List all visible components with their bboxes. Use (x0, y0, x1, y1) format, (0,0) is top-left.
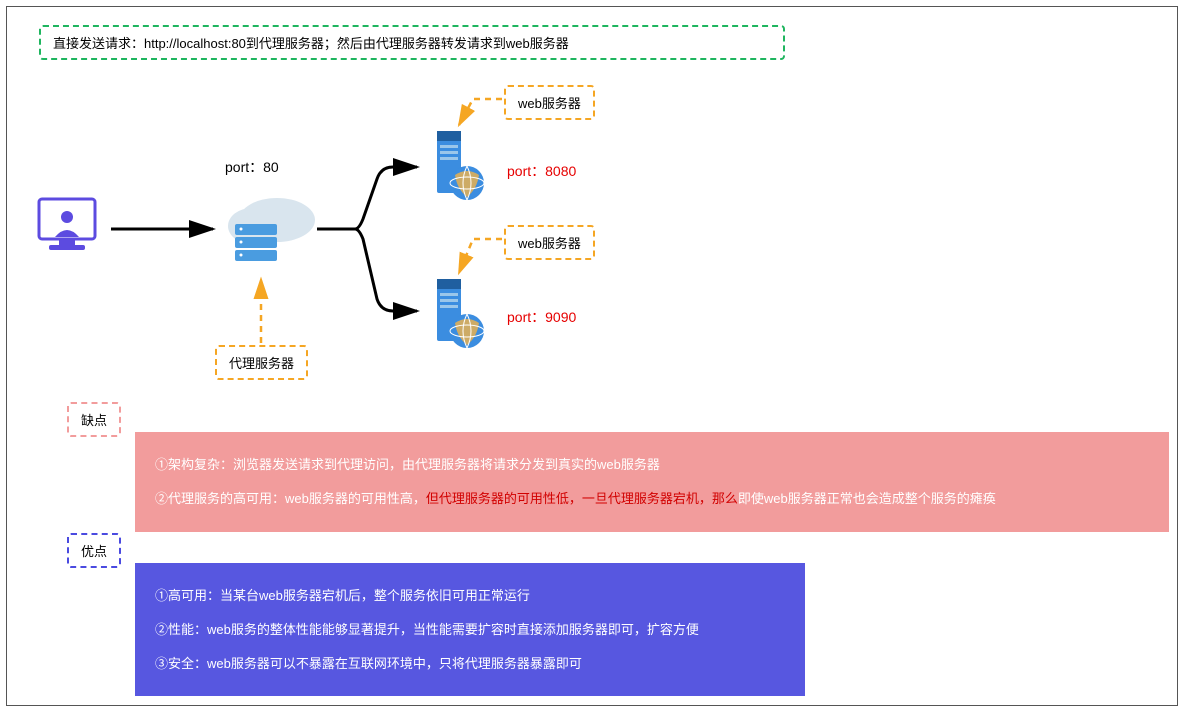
arrows-layer (7, 7, 707, 407)
cons-title: 缺点 (67, 402, 121, 437)
cons-line1: ①架构复杂：浏览器发送请求到代理访问，由代理服务器将请求分发到真实的web服务器 (155, 448, 1149, 482)
pros-line3: ③安全：web服务器可以不暴露在互联网环境中，只将代理服务器暴露即可 (155, 647, 785, 681)
pros-line1: ①高可用：当某台web服务器宕机后，整个服务依旧可用正常运行 (155, 579, 785, 613)
pros-title: 优点 (67, 533, 121, 568)
pros-line2: ②性能：web服务的整体性能能够显著提升，当性能需要扩容时直接添加服务器即可，扩… (155, 613, 785, 647)
cons-title-text: 缺点 (81, 413, 107, 428)
cons-line2a: ②代理服务的高可用：web服务器的可用性高， (155, 491, 426, 506)
cons-line2: ②代理服务的高可用：web服务器的可用性高，但代理服务器的可用性低，一旦代理服务… (155, 482, 1149, 516)
cons-box: ①架构复杂：浏览器发送请求到代理访问，由代理服务器将请求分发到真实的web服务器… (135, 432, 1169, 532)
diagram-frame: 直接发送请求：http://localhost:80到代理服务器；然后由代理服务… (6, 6, 1178, 706)
pros-title-text: 优点 (81, 544, 107, 559)
pros-box: ①高可用：当某台web服务器宕机后，整个服务依旧可用正常运行 ②性能：web服务… (135, 563, 805, 696)
cons-line2c: 即使web服务器正常也会造成整个服务的瘫痪 (738, 491, 996, 506)
cons-line2b: 但代理服务器的可用性低，一旦代理服务器宕机，那么 (426, 491, 738, 506)
